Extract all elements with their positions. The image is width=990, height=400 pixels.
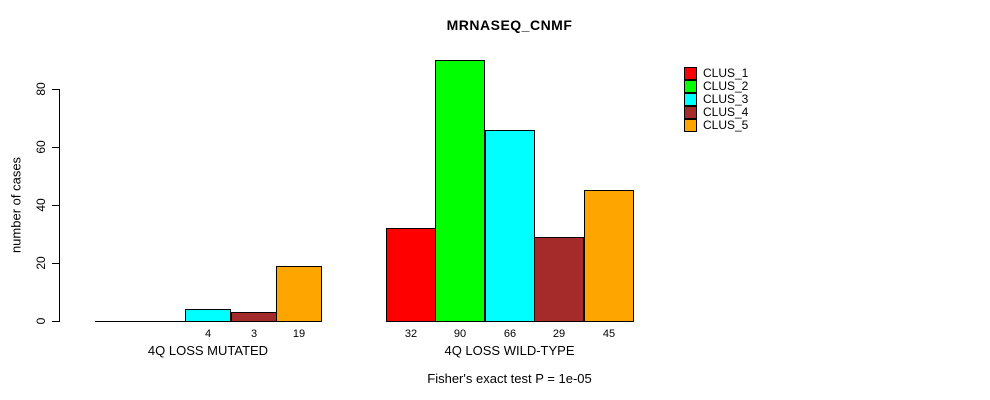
footnote: Fisher's exact test P = 1e-05 [427,371,592,386]
legend-row: CLUS_3 [684,93,748,106]
bar-clus_3 [185,309,231,322]
legend-label: CLUS_5 [703,118,749,132]
bar-clus_5 [276,266,322,322]
group-label: 4Q LOSS MUTATED [147,343,269,358]
bar-value-label: 19 [292,328,306,340]
bar-value-label: 90 [453,328,467,340]
y-tick-mark [52,147,59,148]
bar-clus_2 [435,60,485,322]
y-tick-label: 60 [34,140,48,154]
y-tick-mark [52,89,59,90]
legend-swatch-icon [684,67,697,80]
legend-row: CLUS_4 [684,106,748,119]
legend-swatch-icon [684,119,697,132]
legend-swatch-icon [684,93,697,106]
legend-swatch-icon [684,106,697,119]
legend-row: CLUS_1 [684,67,748,80]
legend-label: CLUS_3 [703,92,749,106]
y-tick-mark [52,263,59,264]
bar-value-label: 32 [404,328,418,340]
bar-clus_3 [485,130,535,322]
bar-clus_5 [584,190,634,322]
legend-swatch-icon [684,80,697,93]
y-tick-label: 0 [34,317,48,325]
y-tick-label: 20 [34,256,48,270]
bar-value-label: 4 [204,328,212,340]
legend: CLUS_1 CLUS_2 CLUS_3 CLUS_4 CLUS_5 [684,67,748,132]
legend-row: CLUS_5 [684,119,748,132]
y-tick-mark [52,205,59,206]
y-tick-mark [52,321,59,322]
legend-label: CLUS_4 [703,105,749,119]
y-tick-label: 80 [34,82,48,96]
bar-value-label: 66 [503,328,517,340]
group-label: 4Q LOSS WILD-TYPE [444,343,575,358]
bar-clus_1 [386,228,436,322]
bar-clus_4 [231,312,277,322]
chart-title: MRNASEQ_CNMF [446,17,573,33]
legend-row: CLUS_2 [684,80,748,93]
legend-label: CLUS_1 [703,66,749,80]
y-tick-label: 40 [34,198,48,212]
bar-value-label: 29 [552,328,566,340]
bar-clus_4 [534,237,584,322]
bar-value-label: 3 [250,328,258,340]
bar-value-label: 45 [602,328,616,340]
legend-label: CLUS_2 [703,79,749,93]
y-axis-line [59,89,60,322]
y-axis-label: number of cases [8,156,24,254]
